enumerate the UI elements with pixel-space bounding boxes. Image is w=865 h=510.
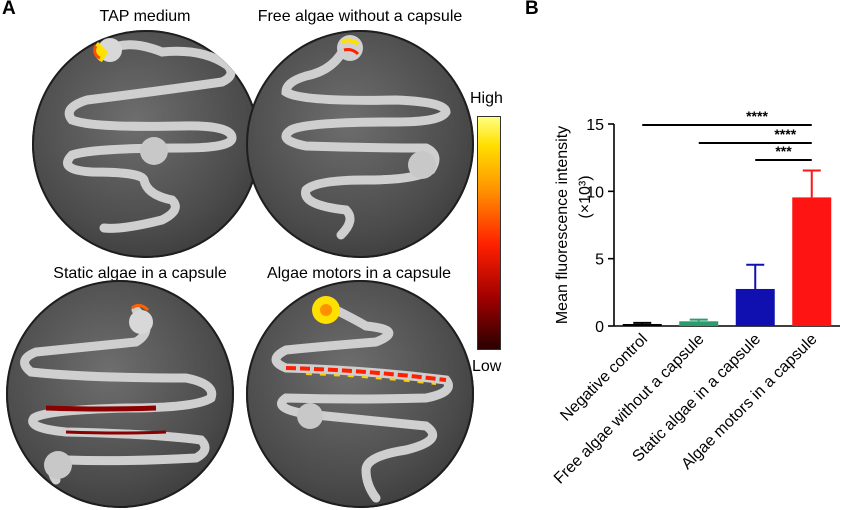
colorbar <box>477 116 501 350</box>
y-tick-label: 5 <box>595 252 604 269</box>
significance-label: **** <box>746 108 768 124</box>
panel-b-letter: B <box>525 0 539 19</box>
title-static-algae: Static algae in a capsule <box>53 265 227 282</box>
significance-label: **** <box>774 126 796 142</box>
bar <box>735 288 775 326</box>
title-free-algae: Free algae without a capsule <box>257 8 463 25</box>
bar <box>622 323 662 326</box>
bar <box>679 321 719 326</box>
y-axis-label: Mean fluorescence intensity <box>554 126 571 324</box>
title-tap-medium: TAP medium <box>99 8 191 25</box>
colorbar-low-label: Low <box>472 358 502 375</box>
colorbar-high-label: High <box>470 90 503 107</box>
y-tick-label: 0 <box>595 319 604 336</box>
dish-image-static-algae <box>6 280 234 508</box>
significance-label: *** <box>775 143 792 159</box>
dish-image-algae-motors <box>246 280 474 508</box>
title-algae-motors: Algae motors in a capsule <box>266 265 452 282</box>
panel-a-letter: A <box>2 0 16 19</box>
y-tick-label: 15 <box>586 117 604 134</box>
dish-image-tap-medium <box>32 30 260 258</box>
dish-image-free-algae <box>246 30 474 258</box>
y-tick-label: 10 <box>586 184 604 201</box>
bar <box>792 197 832 326</box>
y-axis-unit: (×10³) <box>577 175 594 218</box>
